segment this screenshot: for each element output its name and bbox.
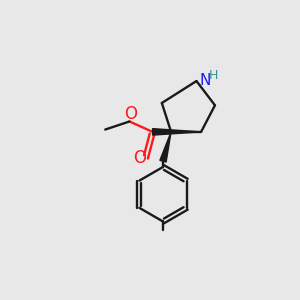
- Text: N: N: [200, 73, 211, 88]
- Polygon shape: [153, 129, 201, 135]
- Polygon shape: [160, 132, 171, 162]
- Text: O: O: [124, 105, 137, 123]
- Text: H: H: [209, 69, 218, 82]
- Text: O: O: [133, 149, 146, 167]
